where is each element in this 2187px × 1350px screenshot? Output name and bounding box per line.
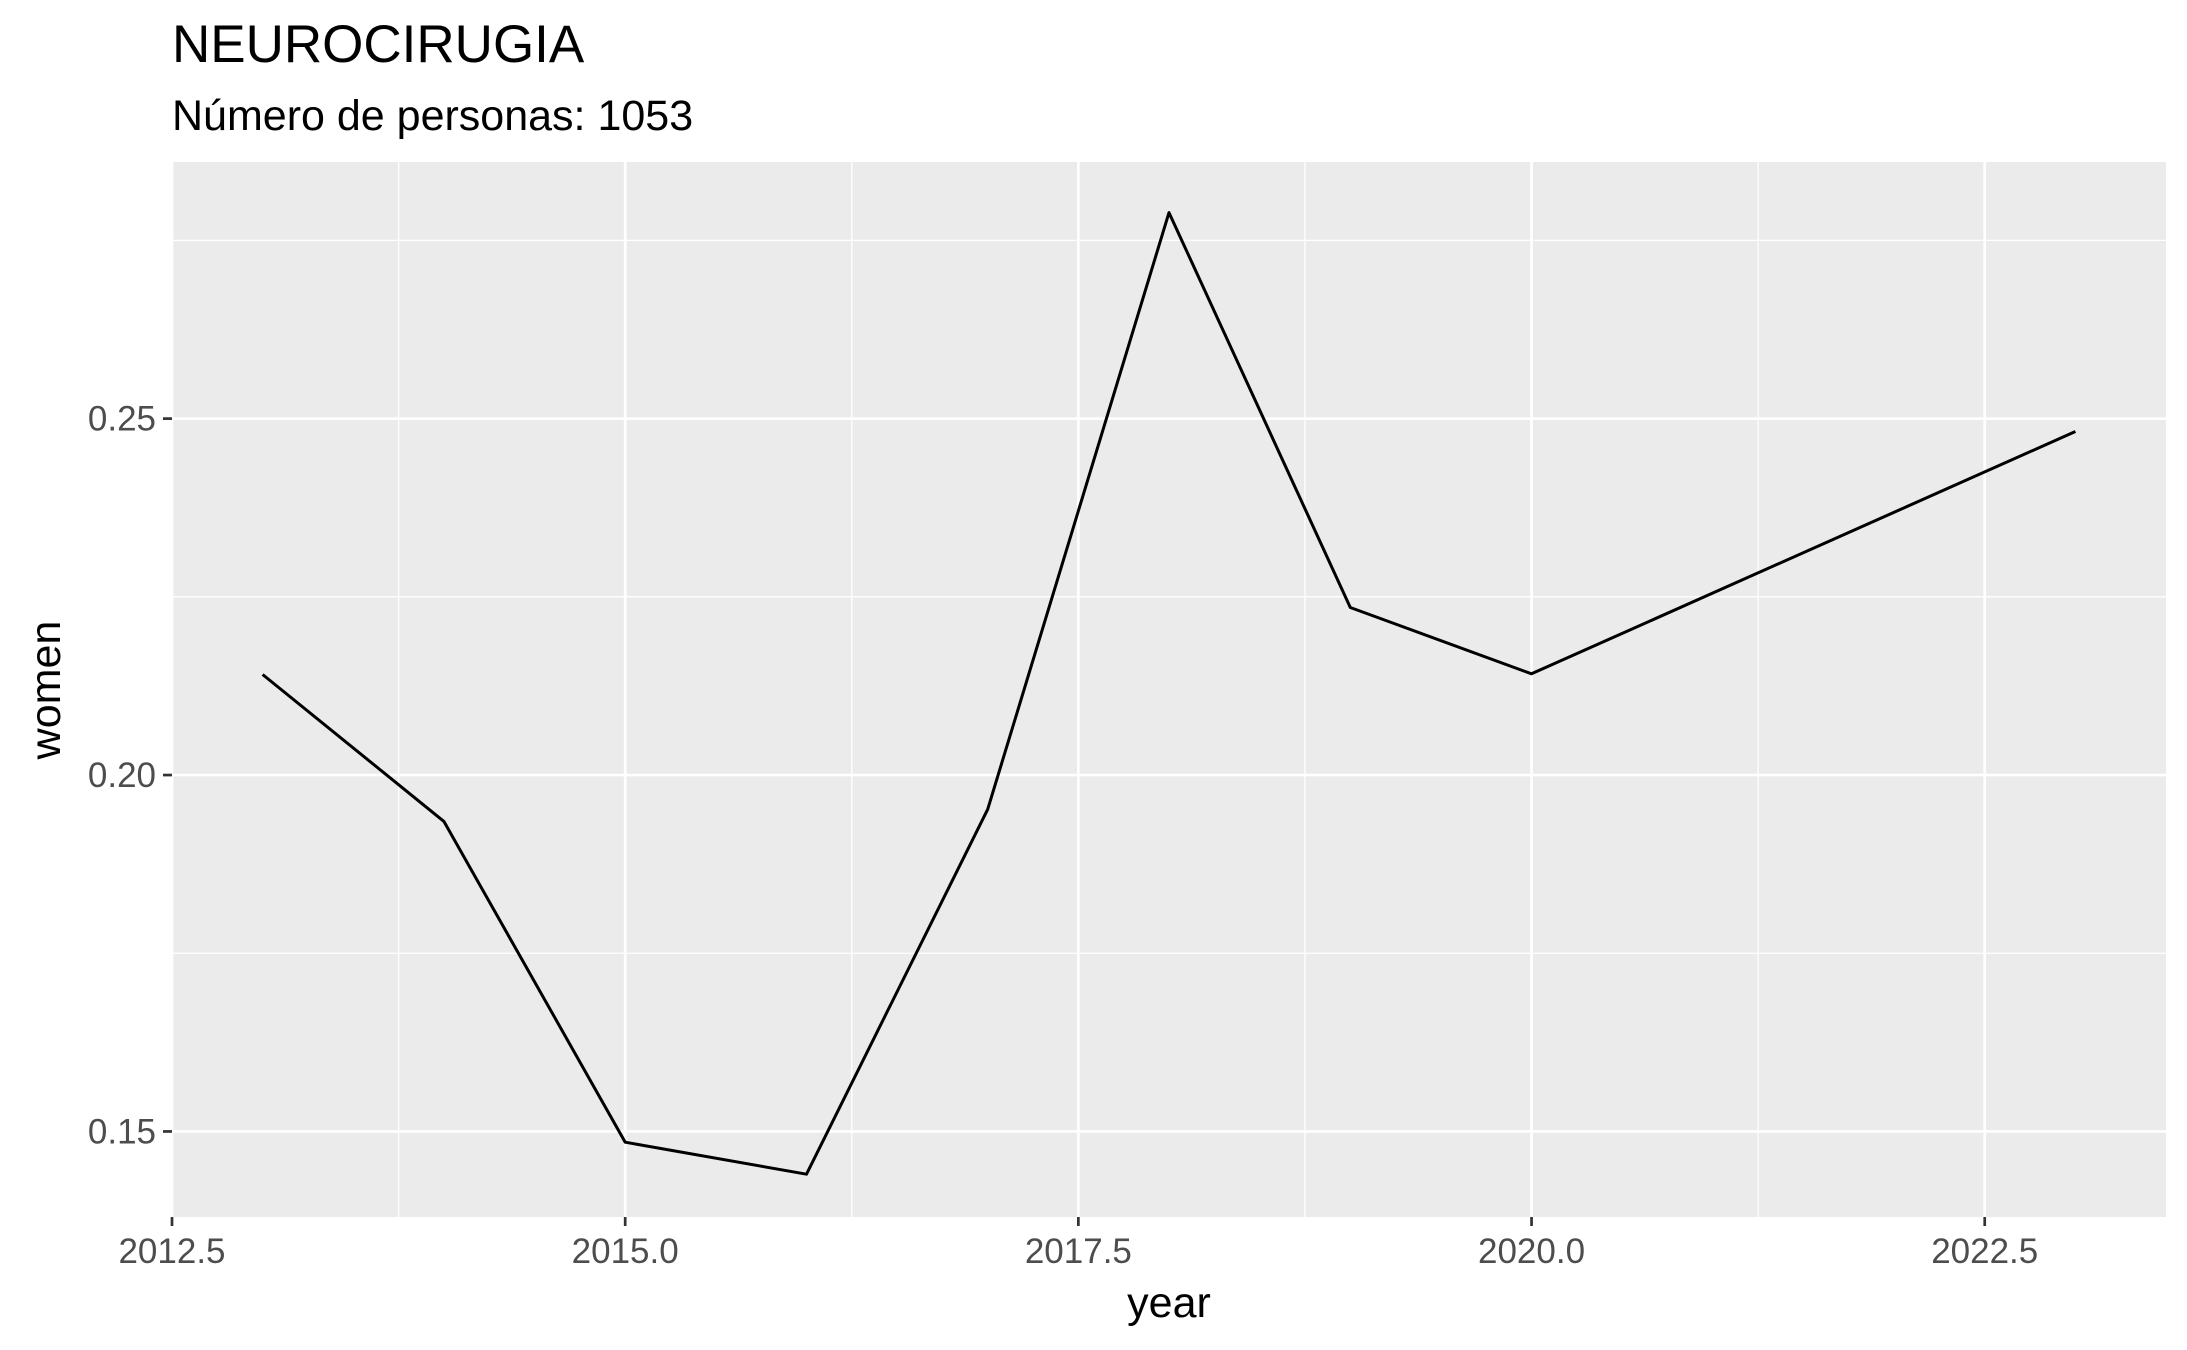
series-layer (261, 211, 2077, 1176)
plot-panel (172, 162, 2166, 1217)
x-axis-title: year (1127, 1279, 1211, 1327)
x-tick-label: 2020.0 (1478, 1232, 1585, 1271)
y-tick-label: 0.20 (88, 756, 156, 795)
minor-gridlines (172, 162, 2166, 1217)
x-tick-label: 2012.5 (118, 1232, 225, 1271)
major-gridlines (170, 162, 2166, 1217)
x-tick-label: 2022.5 (1931, 1232, 2038, 1271)
series-line (261, 211, 2077, 1176)
x-tick-label: 2017.5 (1025, 1232, 1132, 1271)
chart-title: NEUROCIRUGIA (172, 15, 585, 74)
chart-subtitle: Número de personas: 1053 (172, 92, 693, 140)
y-tick-label: 0.25 (88, 400, 156, 439)
y-axis: 0.15 0.20 0.25 (88, 400, 172, 1151)
x-axis: 2012.5 2015.0 2017.5 2020.0 2022.5 (118, 1217, 2038, 1271)
y-tick-label: 0.15 (88, 1112, 156, 1151)
x-tick-label: 2015.0 (572, 1232, 679, 1271)
y-axis-title: women (22, 621, 70, 761)
